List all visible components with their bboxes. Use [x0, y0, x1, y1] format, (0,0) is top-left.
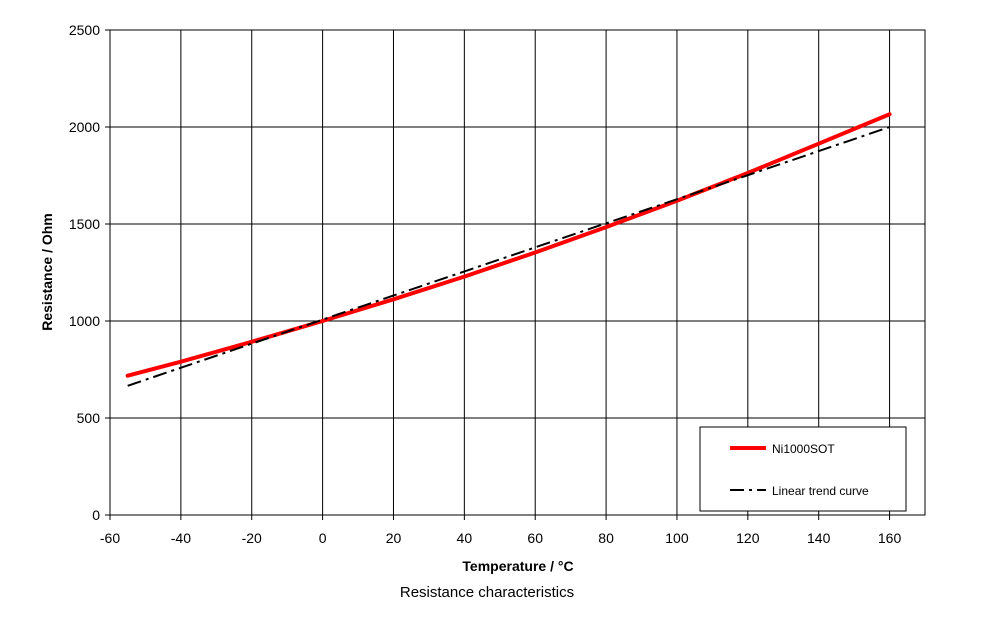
x-tick-label: 20 — [386, 530, 402, 546]
x-tick-label: 160 — [878, 530, 902, 546]
x-tick-label: 120 — [736, 530, 760, 546]
series-line-0 — [125, 112, 892, 378]
x-tick-label: -40 — [171, 530, 191, 546]
y-tick-label: 500 — [77, 410, 101, 426]
y-axis-title: Resistance / Ohm — [39, 213, 55, 331]
chart-caption: Resistance characteristics — [400, 584, 574, 601]
x-axis-title: Temperature / °C — [462, 558, 573, 574]
y-tick-label: 2000 — [69, 119, 100, 135]
y-tick-label: 0 — [92, 507, 100, 523]
x-tick-label: -20 — [242, 530, 262, 546]
y-tick-label: 1000 — [69, 313, 100, 329]
plot-area — [109, 29, 926, 516]
legend-label-ni1000sot: Ni1000SOT — [772, 442, 835, 456]
x-tick-label: 60 — [527, 530, 543, 546]
x-tick-label: -60 — [100, 530, 120, 546]
y-axis-ticks: 0 500 1000 1500 2000 2500 — [69, 22, 110, 523]
legend-label-linear-trend: Linear trend curve — [772, 484, 869, 498]
legend: Ni1000SOT Linear trend curve — [699, 426, 907, 512]
x-tick-label: 80 — [598, 530, 614, 546]
y-tick-label: 2500 — [69, 22, 100, 38]
series-lines — [125, 112, 892, 387]
y-tick-label: 1500 — [69, 216, 100, 232]
x-tick-label: 100 — [665, 530, 689, 546]
x-tick-label: 0 — [319, 530, 327, 546]
legend-box — [699, 426, 907, 512]
x-tick-label: 140 — [807, 530, 831, 546]
x-tick-label: 40 — [457, 530, 473, 546]
x-axis-ticks: -60 -40 -20 0 20 40 60 80 100 120 140 160 — [100, 515, 902, 546]
series-line-1 — [127, 126, 890, 387]
